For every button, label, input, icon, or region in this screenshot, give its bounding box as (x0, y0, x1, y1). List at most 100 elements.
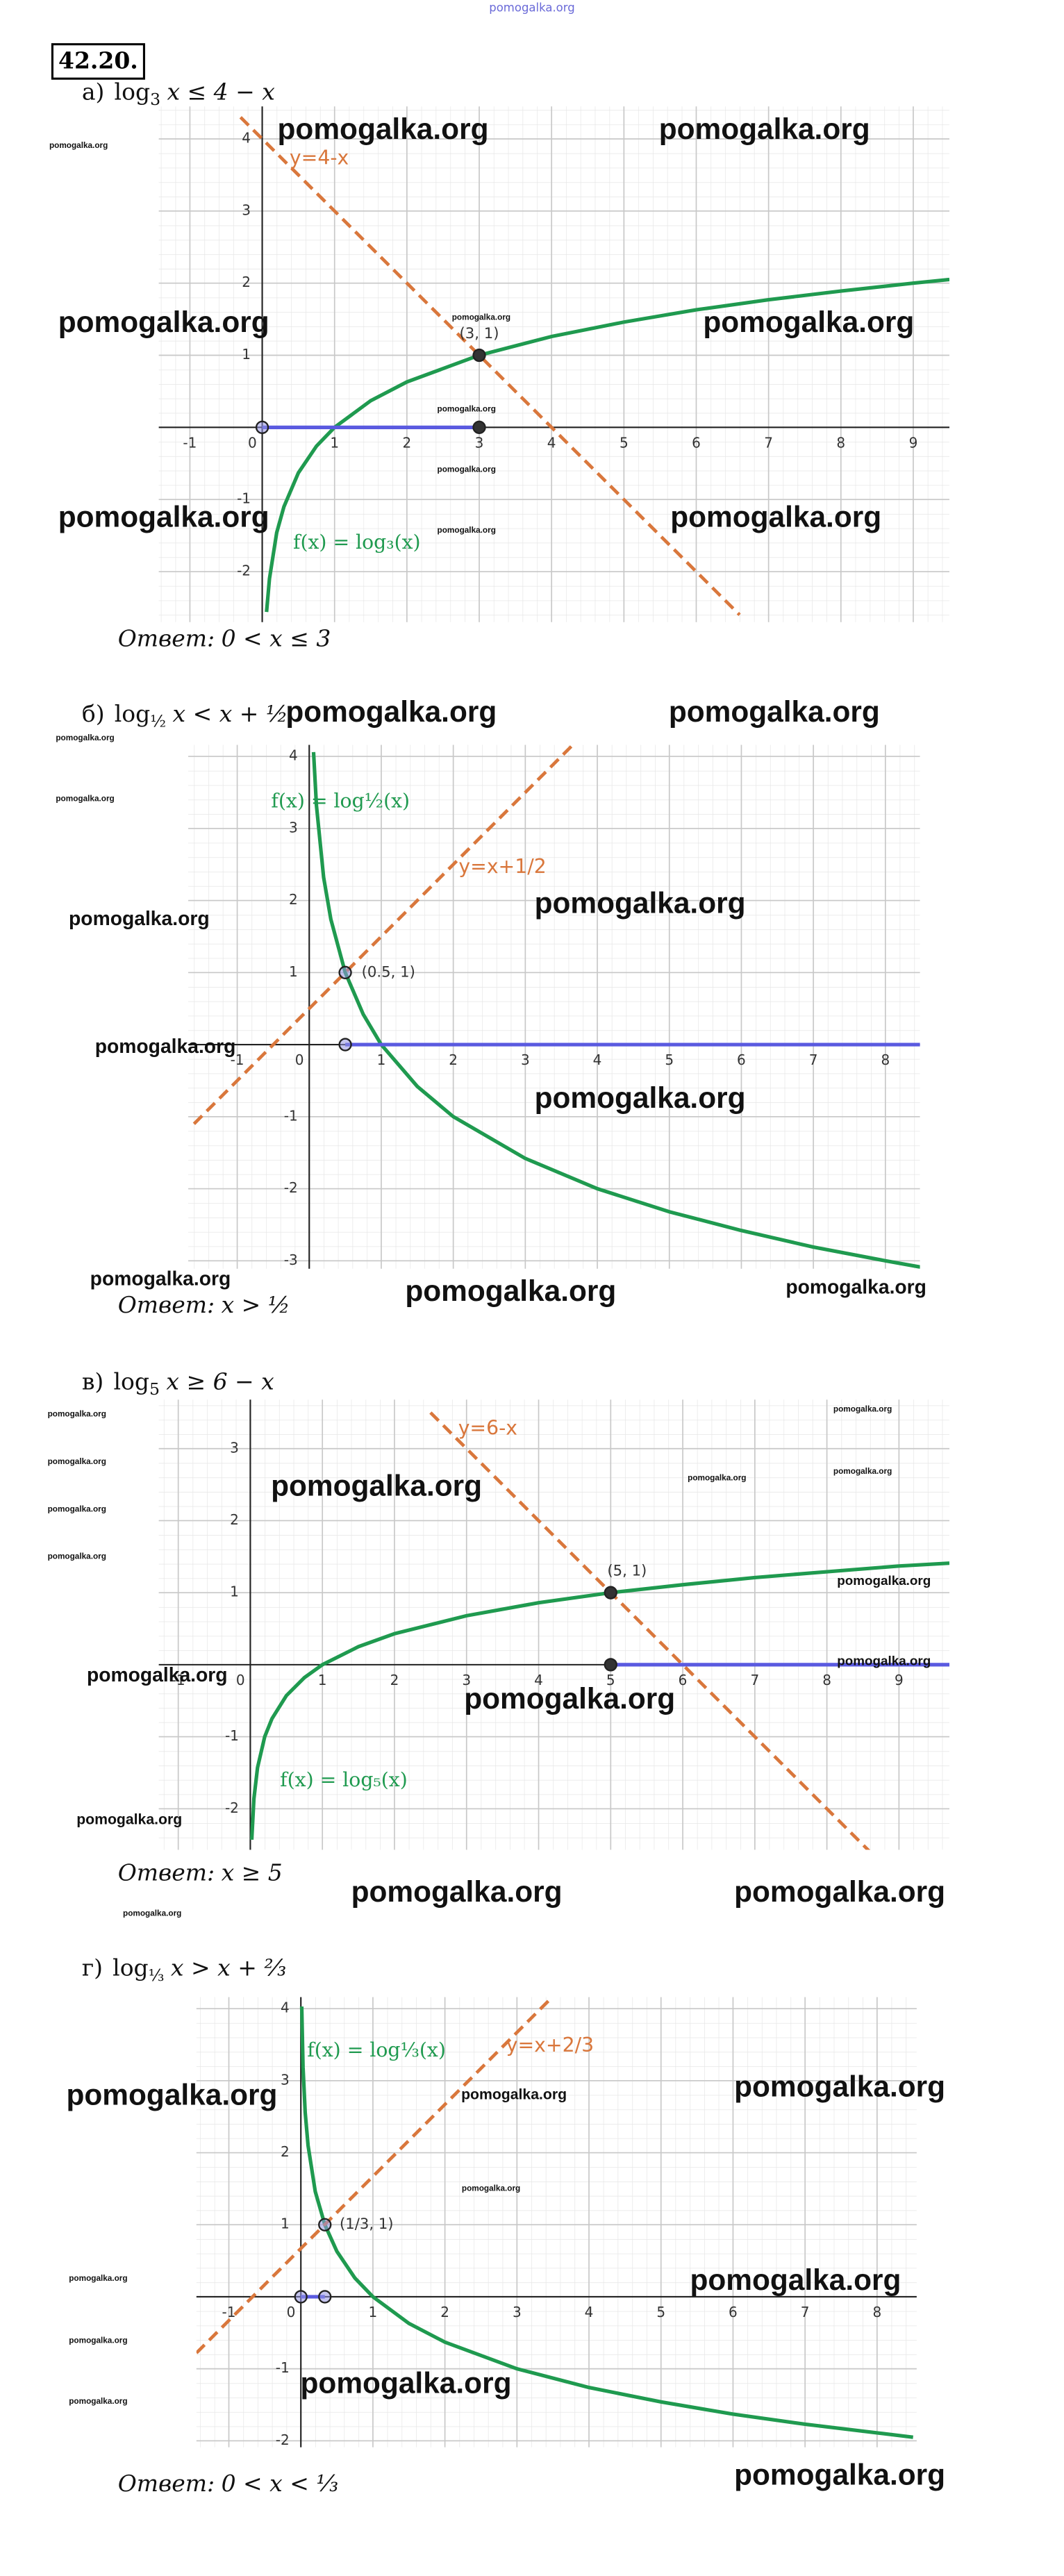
watermark: pomogalka.org (271, 1470, 482, 1502)
y-tick-label: 3 (230, 1439, 239, 1456)
point (472, 420, 486, 435)
point-label: (1/3, 1) (340, 2216, 394, 2233)
function-curve (249, 1561, 950, 1840)
equation-base: 3 (150, 89, 160, 108)
x-tick-label: 2 (449, 1052, 458, 1068)
watermark: pomogalka.org (438, 404, 496, 413)
equation-log: log (115, 78, 151, 105)
watermark: pomogalka.org (734, 2458, 945, 2491)
line-graph (429, 1411, 871, 1850)
site-header: pomogalka.org (489, 1, 574, 14)
equation-rhs: x ≥ 6 − x (166, 1368, 274, 1395)
equation: в) log5 x ≥ 6 − x (82, 1368, 274, 1399)
x-tick-label: 9 (895, 1672, 904, 1688)
watermark: pomogalka.org (49, 141, 108, 150)
x-tick-label: 4 (593, 1052, 602, 1068)
x-tick-label: 6 (679, 1672, 688, 1688)
x-tick-label: 7 (801, 2304, 810, 2320)
point (318, 2290, 332, 2304)
watermark: pomogalka.org (837, 1573, 931, 1588)
watermark: pomogalka.org (405, 1274, 616, 1307)
y-tick-label: -2 (225, 1800, 239, 1816)
watermark: pomogalka.org (670, 500, 881, 533)
point (318, 2218, 332, 2232)
x-tick-label: 2 (390, 1672, 399, 1688)
watermark: pomogalka.org (690, 2263, 901, 2296)
watermark: pomogalka.org (58, 306, 269, 338)
watermark: pomogalka.org (734, 1875, 945, 1908)
point (338, 1038, 352, 1052)
answer-value: 0 < x ≤ 3 (222, 625, 331, 652)
watermark: pomogalka.org (535, 887, 746, 920)
x-tick-label: 8 (881, 1052, 890, 1068)
point (255, 420, 269, 435)
equation-rhs: x < x + ½ (173, 700, 288, 727)
line-graph (239, 116, 741, 616)
equation: а) log3 x ≤ 4 − x (82, 78, 275, 108)
x-tick-label: 5 (665, 1052, 674, 1068)
curves (249, 1411, 950, 1850)
equation-label: в) (82, 1368, 103, 1395)
curves (239, 116, 950, 616)
equation: б) log½ x < x + ½ (82, 700, 288, 731)
answer-label: Ответ: (118, 1291, 215, 1318)
watermark: pomogalka.org (69, 2397, 127, 2406)
watermark: pomogalka.org (833, 1404, 892, 1413)
y-tick-label: 4 (242, 129, 251, 146)
x-tick-label: 2 (440, 2304, 449, 2320)
y-tick-label: 3 (242, 201, 251, 218)
x-tick-label: 0 (295, 1052, 304, 1068)
y-tick-label: 2 (242, 274, 251, 290)
problem-number: 42.20. (58, 47, 138, 74)
function-curve (299, 2006, 914, 2439)
point (294, 2290, 308, 2304)
watermark: pomogalka.org (833, 1467, 892, 1476)
equation-base: 5 (149, 1379, 160, 1399)
y-tick-label: 4 (289, 747, 298, 764)
watermark: pomogalka.org (462, 2184, 520, 2193)
x-tick-label: 5 (620, 434, 629, 451)
watermark: pomogalka.org (688, 1473, 746, 1482)
answer-value: 0 < x < ⅓ (222, 2470, 339, 2497)
function-label: f(x) = log₅(x) (280, 1768, 408, 1791)
y-tick-label: -2 (237, 563, 251, 579)
watermark: pomogalka.org (785, 1275, 926, 1297)
watermark: pomogalka.org (438, 526, 496, 535)
y-tick-label: 2 (289, 891, 298, 908)
watermark: pomogalka.org (69, 2274, 127, 2283)
watermark: pomogalka.org (464, 1682, 675, 1715)
curves (192, 745, 920, 1269)
x-tick-label: -1 (222, 2304, 236, 2320)
watermark: pomogalka.org (69, 907, 210, 929)
x-tick-label: 1 (318, 1672, 327, 1688)
line-label: y=x+2/3 (506, 2034, 594, 2056)
x-tick-label: 1 (330, 434, 339, 451)
y-tick-label: -1 (284, 1107, 298, 1124)
answer-label: Ответ: (118, 625, 215, 652)
y-tick-label: 1 (242, 346, 251, 363)
x-tick-label: 6 (692, 434, 701, 451)
line-label: y=4-x (290, 147, 349, 169)
watermark: pomogalka.org (48, 1457, 106, 1466)
equation-base: ½ (150, 711, 166, 731)
point-label: (0.5, 1) (362, 963, 415, 981)
x-tick-label: -1 (183, 434, 197, 451)
x-tick-label: 5 (656, 2304, 665, 2320)
equation-log: log (113, 1368, 149, 1395)
equation: г) log⅓ x > x + ⅔ (82, 1954, 286, 1984)
watermark: pomogalka.org (48, 1504, 106, 1513)
answer: Ответ: 0 < x < ⅓ (118, 2470, 339, 2497)
y-tick-label: 3 (281, 2071, 290, 2088)
y-tick-label: 1 (281, 2216, 290, 2232)
point (472, 348, 486, 363)
y-tick-label: 4 (281, 2000, 290, 2016)
x-tick-label: 4 (547, 434, 556, 451)
watermark: pomogalka.org (659, 113, 870, 145)
line-label: y=x+1/2 (458, 855, 546, 878)
watermark: pomogalka.org (461, 2087, 567, 2103)
y-tick-label: -1 (225, 1727, 239, 1744)
x-tick-label: 8 (836, 434, 845, 451)
equation-label: г) (82, 1954, 103, 1981)
y-tick-label: 3 (289, 819, 298, 836)
x-tick-label: 3 (462, 1672, 471, 1688)
